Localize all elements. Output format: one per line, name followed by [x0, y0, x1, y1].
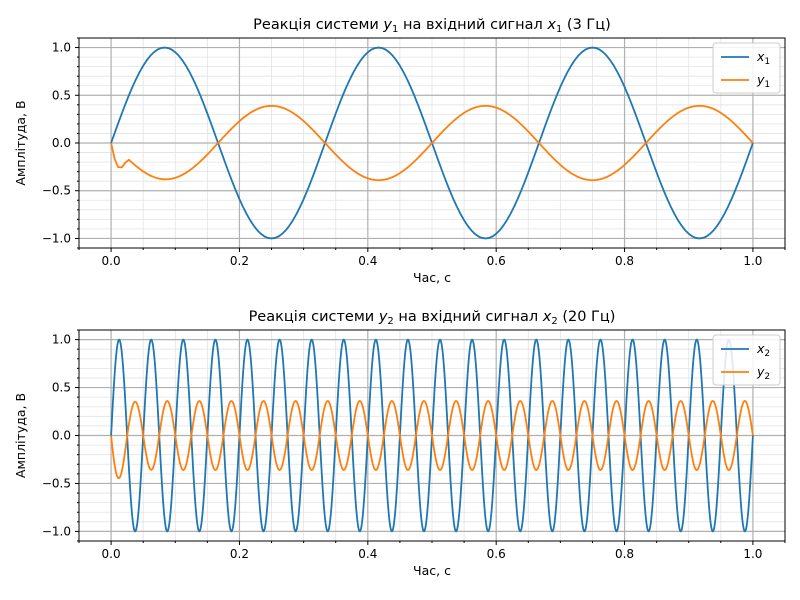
x-tick-label: 0.6: [487, 547, 506, 561]
x-tick-label: 0.8: [615, 254, 634, 268]
series-line-y2: [110, 400, 754, 480]
x-tick-label: 0.0: [102, 254, 121, 268]
x-tick-label: 0.2: [230, 254, 249, 268]
legend-label: y2: [756, 364, 770, 382]
x-tick-label: 0.6: [487, 254, 506, 268]
x-tick-label: 0.2: [230, 547, 249, 561]
x-axis-label: Час, с: [413, 270, 451, 285]
y-tick-label: 1.0: [52, 333, 71, 347]
x-tick-label: 0.0: [102, 547, 121, 561]
chart-title: Реакція системи y2 на вхідний сигнал x2 …: [249, 309, 616, 327]
major-grid: [79, 38, 785, 248]
x-tick-label: 0.4: [358, 547, 377, 561]
x-tick-label: 1.0: [743, 254, 762, 268]
y-tick-label: 0.0: [52, 429, 71, 443]
subplot-2: 0.0 0.2 0.4 0.6 0.8 1.0 −1.0 −0.5 0.0 0.5 1.0 Час, …: [13, 309, 786, 578]
series-line-y1: [110, 104, 754, 182]
y-axis-label: Амплітуда, В: [13, 100, 28, 185]
x-tick-label: 0.8: [615, 547, 634, 561]
y-tick-label: 0.0: [52, 136, 71, 150]
y-tick-label: 0.5: [52, 88, 71, 102]
chart-title: Реакція системи y1 на вхідний сигнал x1 …: [253, 17, 611, 35]
y-tick-label: −0.5: [42, 476, 71, 490]
y-tick-label: −1.0: [42, 231, 71, 245]
legend-label: y1: [756, 72, 770, 90]
y-axis-label: Амплітуда, В: [13, 393, 28, 478]
x-tick-label: 0.4: [358, 254, 377, 268]
legend-label: x2: [756, 341, 770, 359]
y-tick-label: 0.5: [52, 381, 71, 395]
x-axis-label: Час, с: [413, 563, 451, 578]
y-tick-label: −1.0: [42, 524, 71, 538]
legend-label: x1: [756, 49, 770, 67]
y-tick-label: 1.0: [52, 41, 71, 55]
y-tick-label: −0.5: [42, 184, 71, 198]
x-tick-label: 1.0: [743, 547, 762, 561]
subplot-1: 0.0 0.2 0.4 0.6 0.8 1.0 −1.0 −0.5 0.0 0.5 1.0 Час, …: [13, 17, 786, 285]
